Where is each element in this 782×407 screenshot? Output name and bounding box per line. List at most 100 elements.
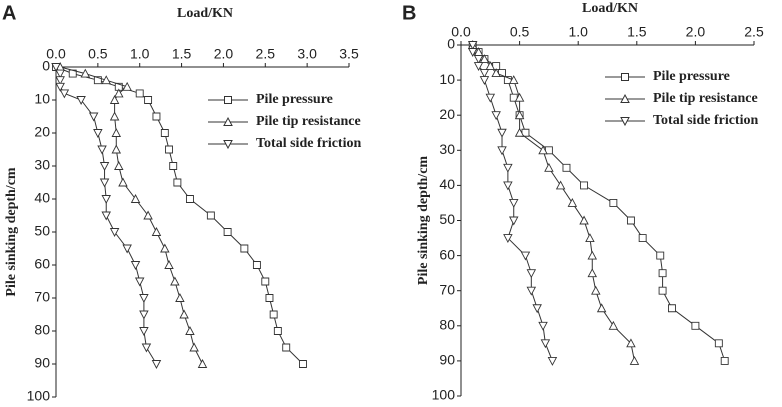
data-point <box>109 111 120 121</box>
y-tick-label: 40 <box>34 190 50 206</box>
data-point <box>585 233 595 242</box>
x-tick-label: 0.0 <box>451 24 471 40</box>
data-point <box>109 228 120 237</box>
y-tick-label: 20 <box>34 124 50 140</box>
y-tick-label: 90 <box>34 355 50 371</box>
data-point <box>99 162 110 171</box>
data-point <box>538 321 548 331</box>
data-point <box>485 61 496 71</box>
legend-label: Total side friction <box>256 136 361 151</box>
y-tick-label: 90 <box>439 352 455 368</box>
data-point <box>567 197 578 207</box>
data-point <box>596 303 607 313</box>
data-point <box>547 356 558 366</box>
data-point <box>185 195 194 203</box>
data-point <box>160 243 170 253</box>
data-point <box>252 261 261 269</box>
data-point <box>206 211 215 220</box>
data-point <box>485 93 496 103</box>
y-tick-label: 50 <box>34 223 50 239</box>
data-point <box>160 129 169 137</box>
y-tick-label: 20 <box>439 106 455 122</box>
y-tick-label: 30 <box>439 141 455 157</box>
data-point <box>76 96 86 105</box>
y-tick-label: 60 <box>439 246 455 262</box>
data-point <box>467 41 478 50</box>
legend-label: Pile tip resistance <box>256 114 361 129</box>
data-point <box>240 244 249 253</box>
data-point <box>265 294 274 302</box>
data-point <box>691 321 700 330</box>
data-point <box>269 310 278 319</box>
data-point <box>526 269 537 279</box>
data-point <box>555 180 566 190</box>
data-point <box>508 75 519 85</box>
x-tick-label: 2.0 <box>214 46 234 62</box>
data-point <box>139 310 149 320</box>
x-tick-label: 2.5 <box>744 24 764 40</box>
y-tick-label: 10 <box>34 91 50 107</box>
y-tick-label: 60 <box>34 256 50 272</box>
data-point <box>714 339 723 348</box>
data-point <box>503 163 513 173</box>
x-tick-label: 0.0 <box>46 46 66 62</box>
y-tick-label: 50 <box>439 211 455 227</box>
data-point <box>143 210 153 220</box>
data-point <box>88 112 99 122</box>
data-point <box>629 355 640 365</box>
data-point <box>80 68 91 78</box>
data-point <box>479 76 490 86</box>
y-tick-label: 0 <box>447 36 455 52</box>
x-axis-label: Load/KN <box>177 6 233 21</box>
x-tick-label: 2.5 <box>256 46 276 62</box>
data-point <box>122 81 132 91</box>
data-point <box>179 309 189 319</box>
data-point <box>562 163 571 172</box>
data-point <box>626 338 636 348</box>
data-point <box>580 181 589 190</box>
legend-label: Pile pressure <box>256 92 333 107</box>
data-point <box>273 327 282 335</box>
data-point <box>55 76 65 86</box>
data-point <box>609 199 618 207</box>
data-point <box>175 293 185 302</box>
data-point <box>97 145 107 155</box>
data-point <box>491 111 501 121</box>
data-point <box>169 162 178 170</box>
legend-label: Total side friction <box>653 113 758 128</box>
data-point <box>626 216 635 225</box>
x-tick-label: 0.5 <box>88 46 108 62</box>
y-tick-label: 80 <box>34 322 50 338</box>
data-point <box>656 251 665 260</box>
x-axis-label: Load/KN <box>582 1 638 16</box>
data-point <box>514 92 525 102</box>
y-axis-label: Pile sinking depth/cm <box>416 156 431 285</box>
data-point <box>508 199 519 208</box>
data-point <box>152 112 161 121</box>
y-tick-label: 70 <box>439 281 455 297</box>
x-tick-label: 0.5 <box>510 24 530 40</box>
series-line <box>60 66 203 365</box>
legend-label: Pile tip resistance <box>653 91 758 106</box>
data-point <box>544 162 554 172</box>
data-point <box>720 356 729 365</box>
legend-marker <box>621 73 629 81</box>
data-point <box>587 250 598 260</box>
y-axis-label: Pile sinking depth/cm <box>4 167 19 296</box>
data-point <box>135 89 144 98</box>
data-point <box>514 110 525 120</box>
legend-marker <box>620 117 630 127</box>
data-point <box>503 234 513 244</box>
data-point <box>122 244 132 254</box>
x-tick-label: 3.0 <box>297 46 317 62</box>
data-point <box>540 339 551 349</box>
data-point <box>173 178 182 187</box>
data-point <box>59 89 70 99</box>
data-point <box>638 234 647 242</box>
y-tick-label: 100 <box>27 388 51 404</box>
series-line <box>55 66 304 365</box>
data-point <box>467 48 478 57</box>
data-point <box>151 227 162 236</box>
x-tick-label: 1.5 <box>627 24 647 40</box>
y-tick-label: 10 <box>439 71 455 87</box>
